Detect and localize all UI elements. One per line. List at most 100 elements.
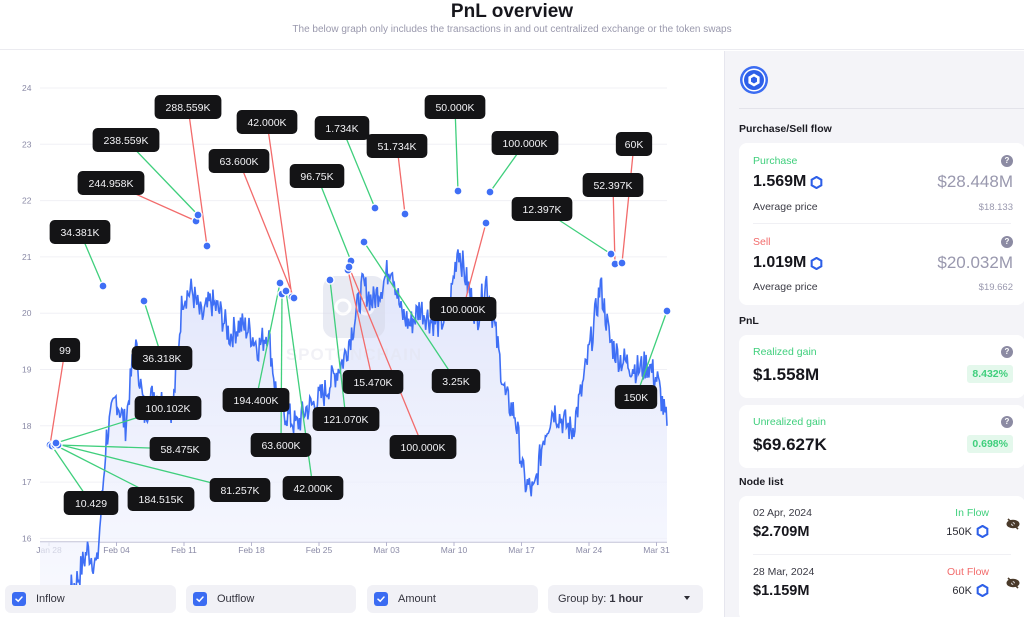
flow-amount-label[interactable]: 100.000K bbox=[389, 435, 457, 459]
flow-amount-label[interactable]: 63.600K bbox=[250, 433, 312, 457]
flow-point[interactable] bbox=[344, 262, 354, 272]
flow-amount-label[interactable]: 244.958K bbox=[77, 171, 145, 195]
flow-amount-label[interactable]: 42.000K bbox=[282, 476, 344, 500]
flow-amount-label[interactable]: 121.070K bbox=[312, 407, 380, 431]
help-icon[interactable]: ? bbox=[1001, 236, 1013, 248]
flow-amount-label[interactable]: 15.470K bbox=[342, 370, 404, 394]
flow-amount-label[interactable]: 63.600K bbox=[208, 149, 270, 173]
flow-amount-label[interactable]: 36.318K bbox=[131, 346, 193, 370]
page-subtitle: The below graph only includes the transa… bbox=[292, 24, 732, 35]
flow-annotations: 99 10.429 184.515K 81.257K 58.475K 100.102K 34… bbox=[45, 95, 672, 515]
svg-text:1.734K: 1.734K bbox=[325, 123, 358, 135]
flow-point[interactable] bbox=[289, 293, 299, 303]
svg-text:121.070K: 121.070K bbox=[324, 414, 369, 426]
flow-amount-label[interactable]: 1.734K bbox=[314, 116, 370, 140]
flow-amount-label[interactable]: 12.397K bbox=[511, 197, 573, 221]
divider bbox=[753, 554, 1011, 555]
price-line-chart[interactable]: 131415161718192021222324Jan 28Feb 04Feb … bbox=[0, 51, 724, 585]
unrealized-gain-label: Unrealized gain bbox=[753, 416, 826, 428]
node-amount-value: 60K bbox=[952, 584, 972, 597]
groupby-select[interactable]: Group by: 1 hour bbox=[548, 585, 703, 613]
flow-amount-label[interactable]: 99 bbox=[49, 338, 81, 362]
flow-point[interactable] bbox=[400, 209, 410, 219]
node-list: 02 Apr, 2024 $2.709M In Flow 150K 28 Mar… bbox=[739, 496, 1024, 621]
flow-amount-label[interactable]: 50.000K bbox=[424, 95, 486, 119]
flow-point[interactable] bbox=[606, 249, 616, 259]
svg-text:96.75K: 96.75K bbox=[300, 171, 333, 183]
sell-avg-value: $19.662 bbox=[978, 282, 1013, 293]
flow-amount-label[interactable]: 60K bbox=[615, 132, 653, 156]
flow-amount-label[interactable]: 10.429 bbox=[63, 491, 119, 515]
flow-amount-label[interactable]: 100.000K bbox=[491, 131, 559, 155]
flow-point[interactable] bbox=[193, 210, 203, 220]
flow-amount-label[interactable]: 42.000K bbox=[236, 110, 298, 134]
flow-amount-label[interactable]: 194.400K bbox=[222, 388, 290, 412]
flow-point[interactable] bbox=[325, 275, 335, 285]
flow-amount-label[interactable]: 58.475K bbox=[149, 437, 211, 461]
flow-point[interactable] bbox=[453, 186, 463, 196]
purchase-avg-value: $18.133 bbox=[978, 202, 1013, 213]
flow-amount-label[interactable]: 238.559K bbox=[92, 128, 160, 152]
flow-point[interactable] bbox=[370, 203, 380, 213]
flow-point[interactable] bbox=[281, 286, 291, 296]
svg-text:15.470K: 15.470K bbox=[353, 377, 392, 389]
flow-point[interactable] bbox=[617, 258, 627, 268]
y-tick-label: 21 bbox=[22, 252, 32, 262]
x-tick-label: Feb 04 bbox=[103, 545, 130, 555]
node-amount: 150K bbox=[946, 525, 989, 538]
eye-off-icon[interactable] bbox=[1005, 518, 1021, 530]
svg-text:34.381K: 34.381K bbox=[60, 227, 99, 239]
flow-point[interactable] bbox=[481, 218, 491, 228]
flow-point[interactable] bbox=[139, 296, 149, 306]
chainlink-token-icon bbox=[811, 175, 823, 189]
flow-point[interactable] bbox=[275, 278, 285, 288]
svg-text:42.000K: 42.000K bbox=[247, 117, 286, 129]
flow-point[interactable] bbox=[359, 237, 369, 247]
svg-text:52.397K: 52.397K bbox=[593, 180, 632, 192]
flow-point[interactable] bbox=[202, 241, 212, 251]
flow-point[interactable] bbox=[51, 438, 61, 448]
svg-text:58.475K: 58.475K bbox=[160, 444, 199, 456]
flow-amount-label[interactable]: 52.397K bbox=[582, 173, 644, 197]
help-icon[interactable]: ? bbox=[1001, 416, 1013, 428]
flow-amount-label[interactable]: 81.257K bbox=[209, 478, 271, 502]
purchase-sell-card: Purchase ? 1.569M $28.448M Average price… bbox=[739, 143, 1024, 305]
flow-amount-label[interactable]: 96.75K bbox=[289, 164, 345, 188]
node-list-item[interactable]: 02 Apr, 2024 $2.709M In Flow 150K bbox=[739, 496, 1024, 554]
pnl-chart[interactable]: 131415161718192021222324Jan 28Feb 04Feb … bbox=[0, 51, 724, 617]
flow-amount-label[interactable]: 51.734K bbox=[366, 134, 428, 158]
flow-amount-label[interactable]: 100.102K bbox=[134, 396, 202, 420]
svg-text:100.102K: 100.102K bbox=[146, 403, 191, 415]
groupby-label: Group by: bbox=[558, 593, 607, 605]
inflow-checkbox[interactable] bbox=[12, 592, 26, 606]
help-icon[interactable]: ? bbox=[1001, 155, 1013, 167]
flow-amount-label[interactable]: 34.381K bbox=[49, 220, 111, 244]
flow-amount-label[interactable]: 184.515K bbox=[127, 487, 195, 511]
y-tick-label: 20 bbox=[22, 308, 32, 318]
node-value: $2.709M bbox=[753, 524, 810, 540]
flow-amount-label[interactable]: 3.25K bbox=[431, 369, 481, 393]
amount-label: Amount bbox=[398, 593, 436, 605]
x-tick-label: Feb 11 bbox=[171, 545, 197, 555]
amount-checkbox[interactable] bbox=[374, 592, 388, 606]
price-line bbox=[70, 249, 668, 585]
flow-point[interactable] bbox=[485, 187, 495, 197]
purchase-label: Purchase bbox=[753, 155, 798, 167]
unrealized-gain-card: Unrealized gain ? $69.627K 0.698% bbox=[739, 405, 1024, 468]
node-list-item[interactable]: 28 Mar, 2024 $1.159M Out Flow 60K bbox=[739, 555, 1024, 617]
flow-amount-label[interactable]: 150K bbox=[614, 385, 658, 409]
svg-text:42.000K: 42.000K bbox=[293, 483, 332, 495]
flow-amount-label[interactable]: 100.000K bbox=[429, 297, 497, 321]
help-icon[interactable]: ? bbox=[1001, 346, 1013, 358]
flow-amount-label[interactable]: 288.559K bbox=[154, 95, 222, 119]
eye-off-icon[interactable] bbox=[1005, 577, 1021, 589]
flow-point[interactable] bbox=[98, 281, 108, 291]
outflow-checkbox[interactable] bbox=[193, 592, 207, 606]
y-tick-label: 23 bbox=[22, 139, 32, 149]
inflow-toggle[interactable]: Inflow bbox=[5, 585, 176, 613]
amount-toggle[interactable]: Amount bbox=[367, 585, 538, 613]
divider bbox=[753, 223, 1011, 224]
flow-point[interactable] bbox=[662, 306, 672, 316]
outflow-toggle[interactable]: Outflow bbox=[186, 585, 356, 613]
x-tick-label: Mar 03 bbox=[373, 545, 400, 555]
